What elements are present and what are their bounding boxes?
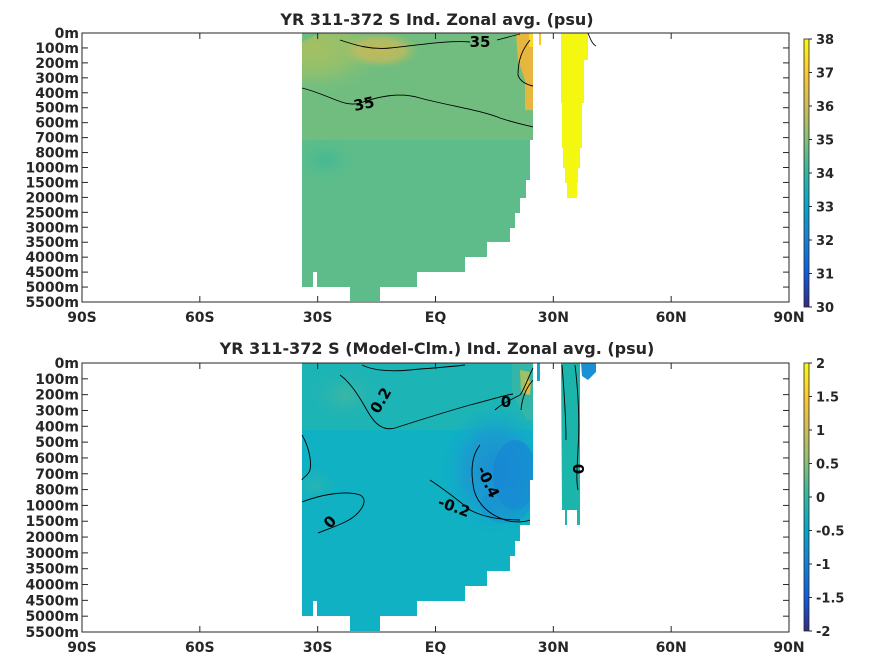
bot-y-tick-label: 100m [35, 372, 79, 388]
bot-y-tick-label: 700m [35, 467, 79, 483]
top-y-tick-label: 1500m [25, 175, 79, 191]
top-colorbar-tick-label: 37 [816, 67, 834, 82]
bot-y-tick-label: 3000m [25, 546, 79, 562]
bot-colorbar-tick-label: 0 [816, 491, 825, 506]
bot-x-tick-label: 90N [773, 640, 804, 656]
top-y-tick-label: 3500m [25, 235, 79, 251]
bottom-contour-label: 0 [501, 393, 511, 411]
bot-y-tick-label: 400m [35, 419, 79, 435]
top-y-tick-label: 2500m [25, 205, 79, 221]
top-y-tick-label: 200m [35, 56, 79, 72]
top-x-tick-label: 30N [538, 310, 569, 326]
top-x-tick-label: 90S [67, 310, 97, 326]
top-colorbar-gradient [803, 38, 810, 308]
bot-colorbar-tick-label: 2 [816, 357, 825, 372]
bot-y-tick-label: 5500m [25, 625, 79, 641]
bot-y-tick-label: 4000m [25, 578, 79, 594]
bottom-contours [301, 364, 580, 534]
bot-colorbar-tick-label: -1.5 [816, 592, 844, 607]
bot-colorbar-tick-label: 1 [816, 424, 825, 439]
bottom-contour-label: 0 [569, 464, 587, 474]
top-colorbar-tick-label: 32 [816, 234, 834, 249]
bot-y-tick-label: 800m [35, 483, 79, 499]
bot-y-tick-label: 0m [55, 356, 79, 372]
top-colorbar: 38 37 36 35 34 33 32 31 30 [803, 33, 834, 316]
bot-y-tick-label: 1000m [25, 498, 79, 514]
top-colorbar-tick-label: 31 [816, 268, 834, 283]
bot-x-tick-label: 30S [303, 640, 333, 656]
top-y-tick-label: 5000m [25, 280, 79, 296]
bot-y-tick-label: 3500m [25, 562, 79, 578]
bot-y-tick-label: 200m [35, 388, 79, 404]
top-y-tick-label: 700m [35, 131, 79, 147]
top-y-tick-label: 100m [35, 41, 79, 57]
bottom-chart-title: YR 311-372 S (Model-Clm.) Ind. Zonal avg… [219, 339, 655, 358]
top-colorbar-tick-label: 33 [816, 201, 834, 216]
top-y-tick-label: 0m [55, 26, 79, 42]
bottom-colorbar-gradient [803, 362, 810, 632]
bot-x-tick-label: 30N [538, 640, 569, 656]
top-heatmap-field [302, 33, 588, 301]
bot-y-tick-label: 500m [35, 435, 79, 451]
bot-y-tick-label: 4500m [25, 593, 79, 609]
bot-colorbar-tick-label: -2 [816, 625, 830, 640]
top-y-tick-label: 600m [35, 116, 79, 132]
bot-y-tick-label: 2000m [25, 530, 79, 546]
top-x-tick-label: 60S [185, 310, 215, 326]
bot-y-tick-label: 300m [35, 403, 79, 419]
top-y-axis: 0m100m200m300m400m500m600m700m800m1000m1… [25, 26, 789, 311]
top-y-tick-label: 300m [35, 71, 79, 87]
top-colorbar-tick-label: 38 [816, 33, 834, 48]
bot-colorbar-tick-label: 0.5 [816, 458, 839, 473]
bot-colorbar-tick-label: -1 [816, 558, 830, 573]
top-y-tick-label: 1000m [25, 161, 79, 177]
bot-x-tick-label: 60S [185, 640, 215, 656]
top-contour-label: 35 [470, 33, 491, 51]
top-y-tick-label: 400m [35, 86, 79, 102]
bottom-y-axis: 0m100m200m300m400m500m600m700m800m1000m1… [25, 356, 789, 641]
bot-y-tick-label: 1500m [25, 514, 79, 530]
top-x-tick-label: 30S [303, 310, 333, 326]
top-x-tick-label: 60N [656, 310, 687, 326]
top-x-tick-label: EQ [425, 310, 447, 326]
bottom-colorbar: 2 1.5 1 0.5 0 -0.5 -1 -1.5 -2 [803, 357, 844, 640]
top-colorbar-tick-label: 30 [816, 301, 834, 316]
top-contour-labels: 35 35 [352, 33, 491, 115]
top-colorbar-tick-label: 34 [816, 167, 834, 182]
top-y-tick-label: 5500m [25, 295, 79, 311]
bot-x-tick-label: 60N [656, 640, 687, 656]
bot-x-tick-label: 90S [67, 640, 97, 656]
top-contour-label: 35 [352, 93, 376, 115]
top-chart-title: YR 311-372 S Ind. Zonal avg. (psu) [279, 10, 593, 29]
bottom-x-axis: 90S 60S 30S EQ 30N 60N 90N [67, 363, 805, 656]
top-contours [301, 32, 597, 128]
bot-y-tick-label: 600m [35, 451, 79, 467]
top-y-tick-label: 4500m [25, 265, 79, 281]
top-y-tick-label: 3000m [25, 220, 79, 236]
top-x-axis: 90S 60S 30S EQ 30N 60N 90N [67, 33, 805, 326]
top-x-tick-label: 90N [773, 310, 804, 326]
bot-colorbar-tick-label: 1.5 [816, 391, 839, 406]
bottom-heatmap-field [302, 363, 596, 631]
top-colorbar-tick-label: 36 [816, 100, 834, 115]
top-y-tick-label: 4000m [25, 250, 79, 266]
top-y-tick-label: 500m [35, 101, 79, 117]
bot-x-tick-label: EQ [425, 640, 447, 656]
top-y-tick-label: 2000m [25, 190, 79, 206]
bot-colorbar-tick-label: -0.5 [816, 525, 844, 540]
bot-y-tick-label: 5000m [25, 609, 79, 625]
top-y-tick-label: 800m [35, 146, 79, 162]
top-colorbar-tick-label: 35 [816, 134, 834, 149]
